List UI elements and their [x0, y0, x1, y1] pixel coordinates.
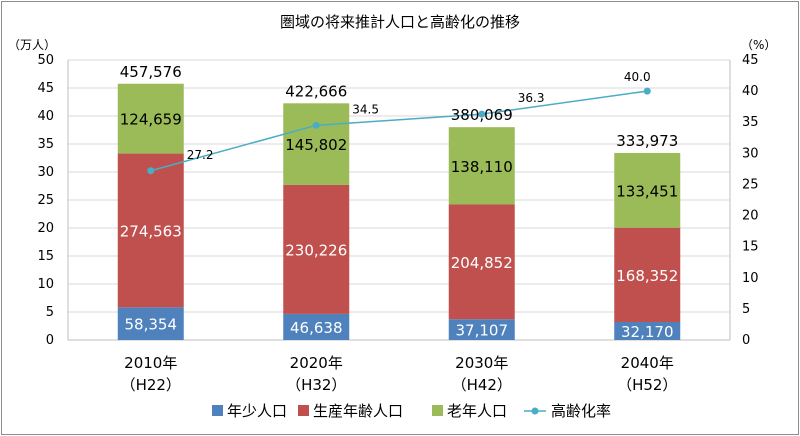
y-right-tick-label: 40	[742, 84, 759, 99]
bar-youth	[448, 319, 515, 340]
segment-value-label: 230,226	[285, 241, 347, 259]
segment-value-label: 145,802	[285, 136, 347, 154]
segment-value-label: 168,352	[616, 267, 678, 285]
aging-rate-line	[147, 87, 651, 175]
segment-value-label: 124,659	[120, 111, 182, 129]
bar-elderly	[283, 103, 350, 185]
aging-rate-point	[147, 167, 155, 175]
aging-rate-label: 34.5	[352, 102, 379, 116]
aging-rate-point	[478, 110, 486, 118]
total-value-label: 422,666	[285, 82, 347, 100]
x-tick-label-year: 2010年	[124, 354, 177, 372]
segment-value-label: 37,107	[456, 322, 509, 340]
y-right-tick-label: 15	[742, 240, 759, 255]
y-left-tick-label: 30	[37, 165, 54, 180]
x-tick-label-era: （H52）	[617, 376, 677, 394]
x-tick-label-year: 2030年	[455, 354, 508, 372]
bar-working	[614, 227, 681, 322]
legend: 年少人口 生産年齢人口 老年人口 高齢化率	[212, 402, 611, 420]
chart-title: 圏域の将来推計人口と高齢化の推移	[280, 13, 520, 31]
y-left-tick-label: 50	[37, 53, 54, 68]
y-left-tick-label: 15	[37, 249, 54, 264]
segment-value-label: 274,563	[120, 222, 182, 240]
y-left-tick-label: 25	[37, 193, 54, 208]
segment-value-label: 58,354	[125, 316, 178, 334]
x-tick-label-era: （H42）	[452, 376, 512, 394]
y-right-tick-label: 25	[742, 177, 759, 192]
bar-working	[283, 184, 350, 314]
y-left-unit: （万人）	[8, 38, 56, 52]
bar-working	[448, 204, 515, 320]
bar-youth	[283, 313, 350, 340]
x-tick-label-era: （H32）	[286, 376, 346, 394]
legend-label: 老年人口	[447, 402, 507, 420]
y-right-tick-label: 35	[742, 115, 759, 130]
total-value-label: 457,576	[120, 63, 182, 81]
axes: 0 5 10 15 20 25 30 35 40 45 50 0 5 10 15 20 25 30 35 40 45 20…	[37, 53, 758, 394]
segment-value-label: 133,451	[616, 182, 678, 200]
y-right-tick-label: 20	[742, 209, 759, 224]
y-right-tick-label: 45	[742, 53, 759, 68]
y-left-tick-label: 10	[37, 277, 54, 292]
total-value-label: 380,069	[451, 106, 513, 124]
bar-elderly	[614, 152, 681, 228]
total-value-label: 333,973	[616, 132, 678, 150]
bar-youth	[614, 321, 681, 340]
segment-value-label: 46,638	[290, 319, 343, 337]
bar-working	[117, 153, 184, 308]
y-left-tick-label: 35	[37, 137, 54, 152]
legend-marker	[531, 407, 539, 415]
y-left-tick-label: 20	[37, 221, 54, 236]
legend-swatch	[212, 405, 223, 416]
segment-value-label: 32,170	[621, 323, 674, 341]
y-left-tick-label: 0	[46, 333, 54, 348]
segment-value-label: 204,852	[451, 254, 513, 272]
legend-label: 高齢化率	[551, 402, 611, 420]
bar-elderly	[448, 127, 515, 205]
x-tick-label-era: （H22）	[121, 376, 181, 394]
legend-swatch	[298, 405, 309, 416]
legend-label: 生産年齢人口	[313, 402, 403, 420]
segment-value-label: 138,110	[451, 158, 513, 176]
aging-rate-point	[312, 121, 320, 129]
bar-youth	[117, 307, 184, 340]
y-right-tick-label: 30	[742, 146, 759, 161]
aging-rate-point	[643, 87, 651, 95]
data-labels: 58,354 274,563 124,659 457,576 46,638 230,226…	[120, 63, 679, 341]
aging-rate-label: 40.0	[624, 70, 651, 84]
x-tick-label-year: 2020年	[290, 354, 343, 372]
legend-swatch	[432, 405, 443, 416]
y-left-tick-label: 40	[37, 109, 54, 124]
aging-rate-polyline	[150, 90, 648, 172]
legend-label: 年少人口	[227, 402, 287, 420]
bar-elderly	[117, 83, 184, 154]
y-right-tick-label: 10	[742, 271, 759, 286]
aging-rate-label: 36.3	[518, 91, 545, 105]
y-left-tick-label: 5	[46, 305, 54, 320]
y-left-tick-label: 45	[37, 81, 54, 96]
y-right-unit: （%）	[741, 38, 776, 52]
x-tick-label-year: 2040年	[621, 354, 674, 372]
y-right-tick-label: 0	[742, 333, 750, 348]
y-right-tick-label: 5	[742, 302, 750, 317]
bars	[117, 83, 681, 340]
aging-rate-label: 27.2	[187, 148, 214, 162]
